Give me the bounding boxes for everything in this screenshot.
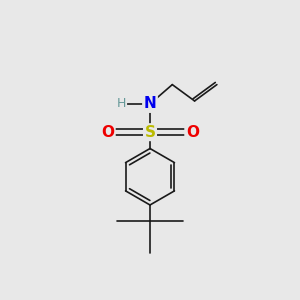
Text: O: O: [101, 125, 114, 140]
Text: S: S: [145, 125, 155, 140]
Text: H: H: [117, 98, 127, 110]
Text: O: O: [186, 125, 199, 140]
Text: N: N: [144, 96, 156, 111]
